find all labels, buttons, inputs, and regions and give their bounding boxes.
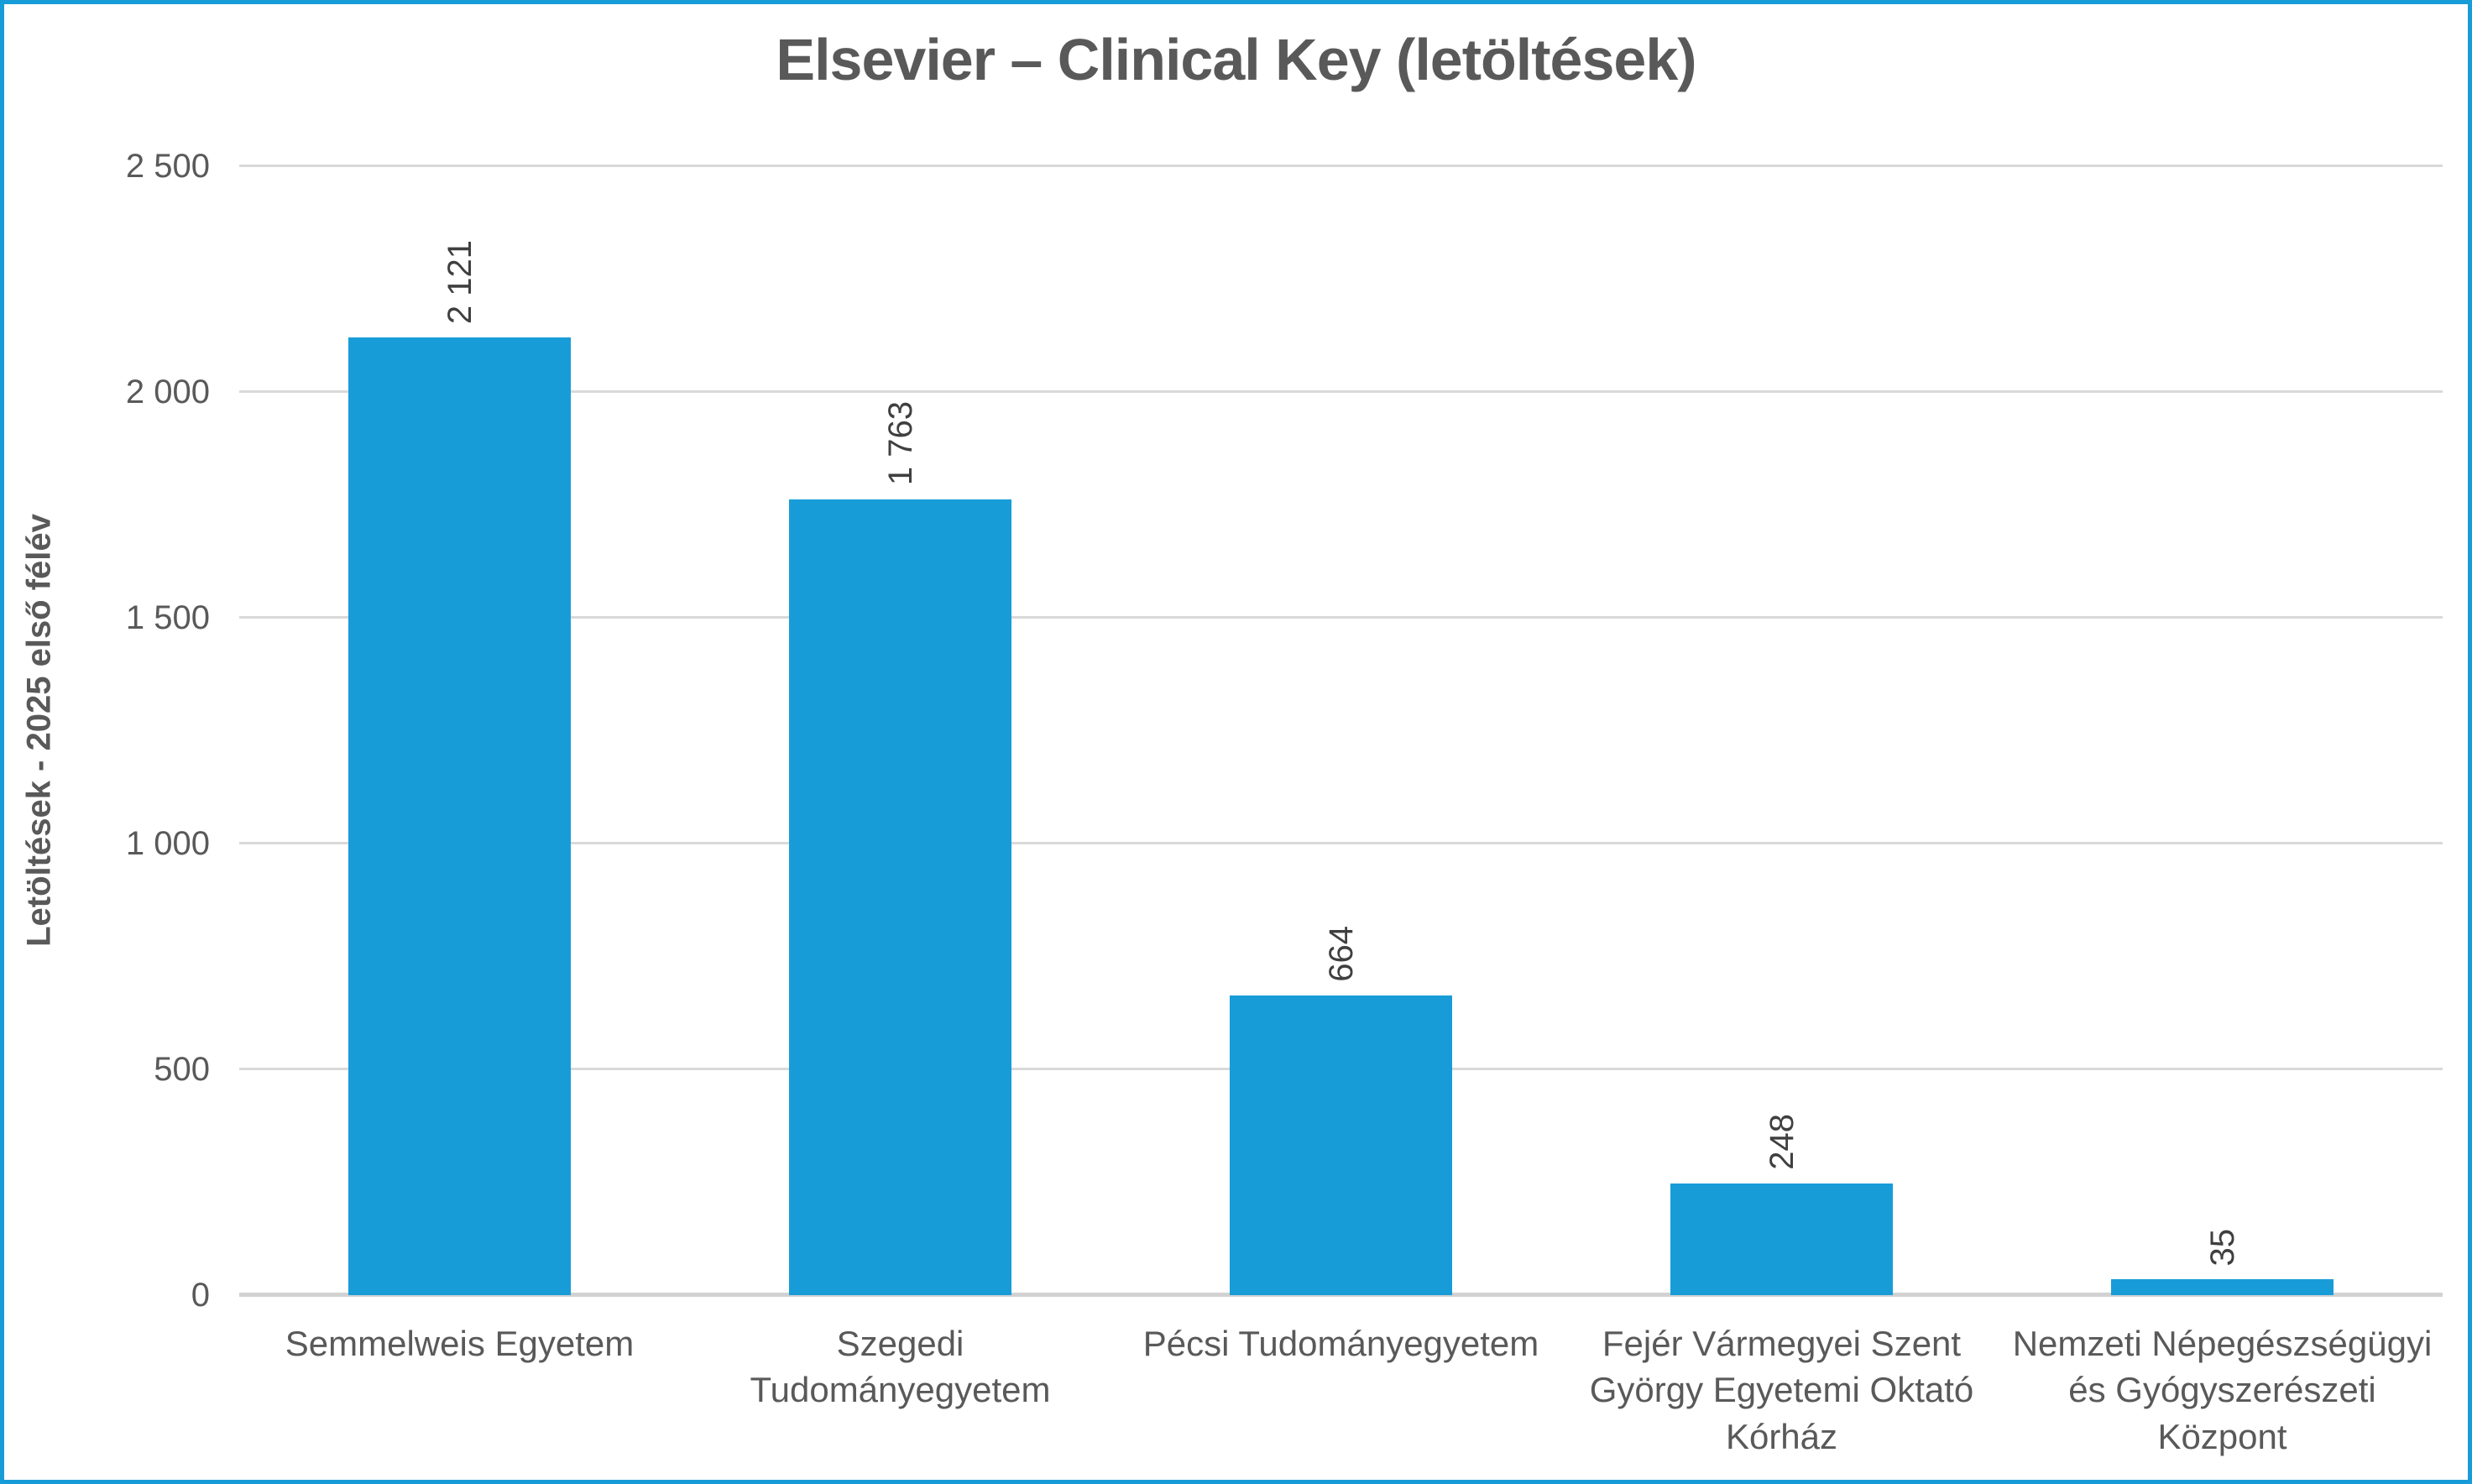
y-axis-tick-labels: 0 500 1 000 1 500 2 000 2 500 <box>4 149 210 1312</box>
category-label-2: Szegedi Tudományegyetem <box>750 1324 1051 1410</box>
y-tick-label-500: 500 <box>154 1051 210 1088</box>
plot-area: 2 121 1 763 664 248 35 <box>239 165 2443 1297</box>
gridline-1500 <box>239 616 2443 619</box>
bar-value-label-4: 248 <box>1763 1113 1800 1170</box>
x-axis-category-labels: Semmelweis Egyetem Szegedi Tudományegyete… <box>239 1320 2443 1476</box>
category-label-4: Fejér Vármegyei Szent György Egyetemi Ok… <box>1589 1324 1974 1456</box>
bar-2 <box>788 499 1012 1295</box>
bar-value-label-5: 35 <box>2203 1228 2241 1267</box>
gridline-2500 <box>239 165 2443 167</box>
bar-value-label-1: 2 121 <box>441 239 478 324</box>
gridline-1000 <box>239 842 2443 844</box>
y-tick-label-1500: 1 500 <box>125 599 210 636</box>
category-label-3: Pécsi Tudományegyetem <box>1142 1324 1539 1363</box>
chart-title: Elsevier – Clinical Key (letöltések) <box>776 27 1696 92</box>
gridline-2000 <box>239 390 2443 393</box>
category-label-1: Semmelweis Egyetem <box>285 1324 635 1363</box>
bar-1 <box>348 337 572 1295</box>
bar-value-label-2: 1 763 <box>881 401 919 486</box>
category-label-5: Nemzeti Népegészségügyi és Gyógyszerésze… <box>2012 1324 2433 1456</box>
bar-4 <box>1670 1183 1894 1295</box>
y-tick-label-2000: 2 000 <box>125 374 210 410</box>
y-tick-label-0: 0 <box>191 1277 210 1314</box>
y-tick-label-2500: 2 500 <box>125 148 210 185</box>
bar-3 <box>1229 995 1453 1295</box>
bar-value-label-3: 664 <box>1322 926 1360 982</box>
y-tick-label-1000: 1 000 <box>125 825 210 862</box>
bar-5 <box>2110 1279 2334 1295</box>
